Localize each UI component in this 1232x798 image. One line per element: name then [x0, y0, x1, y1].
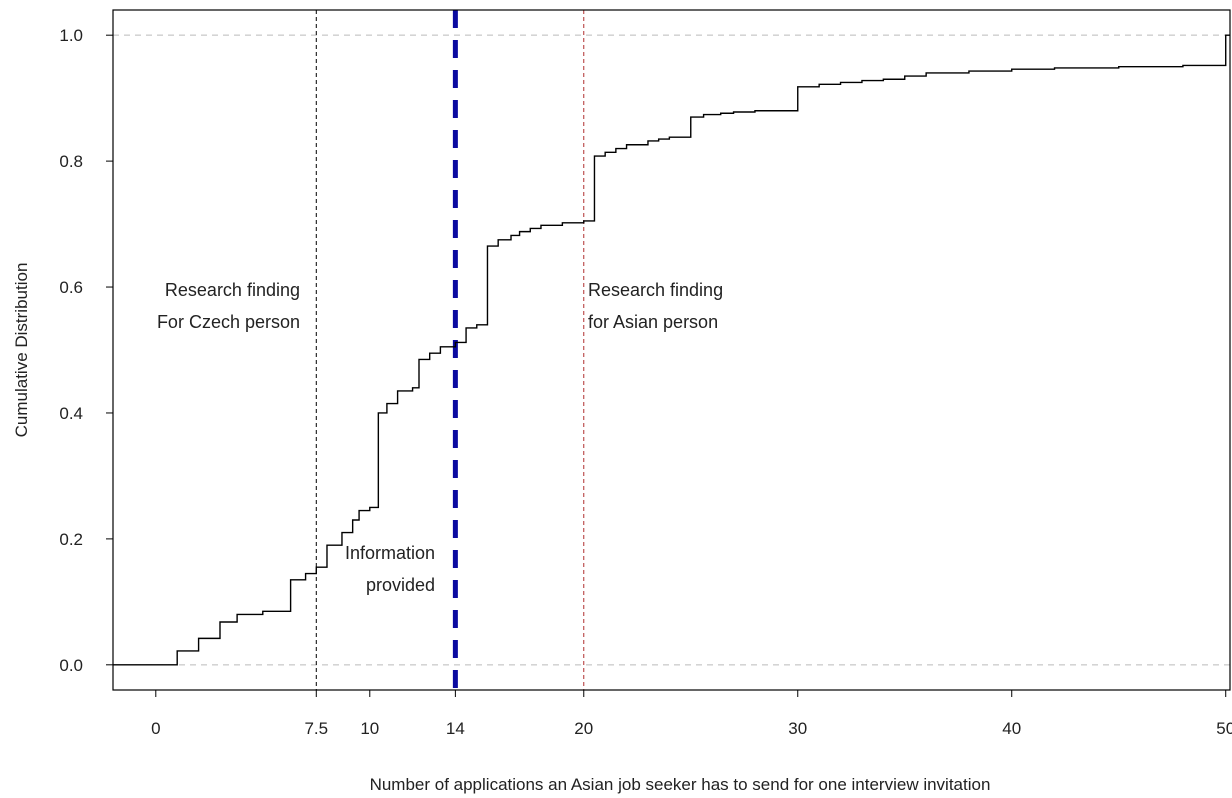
y-tick-label: 0.6	[59, 278, 83, 297]
x-tick-label: 10	[360, 719, 379, 738]
plot-frame	[112, 9, 1231, 691]
y-tick-label: 0.4	[59, 404, 83, 423]
x-tick-label: 0	[151, 719, 160, 738]
annotation-asian: Research finding for Asian person	[588, 280, 723, 332]
x-tick-label: 14	[446, 719, 465, 738]
y-tick-label: 0.8	[59, 152, 83, 171]
annotation-information-line-2: provided	[366, 575, 435, 595]
annotation-czech-line-2: For Czech person	[157, 312, 300, 332]
annotation-czech-line-1: Research finding	[165, 280, 300, 300]
y-axis: 0.0 0.2 0.4 0.6 0.8 1.0	[59, 26, 113, 675]
annotation-information-line-1: Information	[345, 543, 435, 563]
x-tick-label: 50	[1216, 719, 1232, 738]
y-tick-label: 0.0	[59, 656, 83, 675]
x-axis: 0 7.5 10 14 20 30 40 50	[151, 690, 1232, 738]
annotation-czech: Research finding For Czech person	[157, 280, 300, 332]
annotation-information: Information provided	[345, 543, 435, 595]
x-axis-title: Number of applications an Asian job seek…	[370, 775, 991, 794]
x-tick-label: 40	[1002, 719, 1021, 738]
y-tick-label: 0.2	[59, 530, 83, 549]
x-tick-label: 7.5	[304, 719, 328, 738]
annotation-asian-line-2: for Asian person	[588, 312, 718, 332]
x-tick-label: 20	[574, 719, 593, 738]
y-axis-title: Cumulative Distribution	[12, 263, 31, 438]
annotation-asian-line-1: Research finding	[588, 280, 723, 300]
plot-area	[112, 9, 1231, 691]
x-tick-label: 30	[788, 719, 807, 738]
y-tick-label: 1.0	[59, 26, 83, 45]
cdf-step-series	[113, 34, 1230, 666]
